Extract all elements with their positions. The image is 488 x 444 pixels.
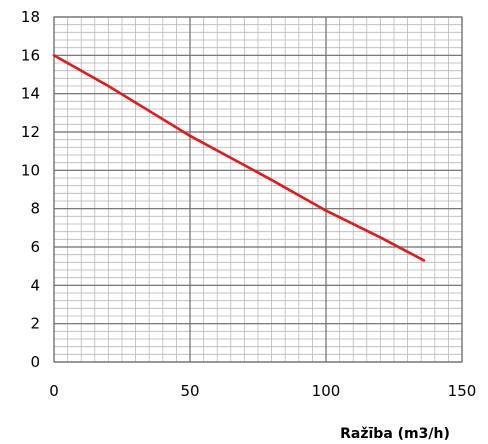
y-tick-label: 8 (30, 200, 40, 218)
x-tick-label: 100 (312, 382, 341, 400)
y-tick-label: 0 (30, 353, 40, 371)
y-tick-label: 4 (30, 276, 40, 294)
x-tick-label: 150 (448, 382, 477, 400)
y-tick-label: 2 (30, 315, 40, 333)
y-tick-label: 14 (21, 85, 40, 103)
y-tick-label: 6 (30, 238, 40, 256)
plot-frame (53, 16, 463, 363)
x-tick-label: 50 (180, 382, 199, 400)
y-tick-label: 18 (21, 8, 40, 26)
x-axis-title: Ražība (m3/h) (340, 426, 450, 442)
y-tick-label: 12 (21, 123, 40, 141)
y-tick-label: 10 (21, 161, 40, 179)
x-tick-label: 0 (49, 382, 59, 400)
series-line (52, 54, 426, 262)
y-tick-label: 16 (21, 46, 40, 64)
